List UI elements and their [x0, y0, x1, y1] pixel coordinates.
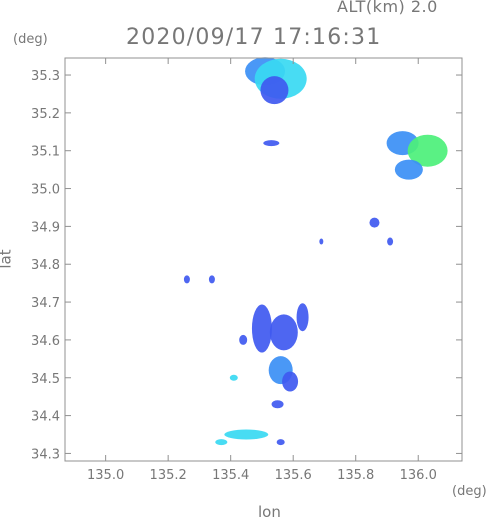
y-tick-label: 35.3 [31, 69, 60, 84]
y-tick-label: 34.3 [31, 447, 60, 462]
echo-cell [251, 304, 272, 353]
echo-cell [319, 238, 324, 245]
echo-cell [215, 439, 228, 446]
echo-cell [407, 134, 448, 167]
plot-frame [64, 57, 463, 462]
echo-cell [263, 140, 280, 147]
x-tick-label: 135.8 [337, 468, 374, 483]
echo-cell [239, 334, 248, 345]
y-axis-label: lat [0, 249, 15, 269]
echo-cell [183, 275, 190, 284]
x-tick-label: 135.6 [275, 468, 312, 483]
echo-cell [224, 429, 269, 440]
x-tick-label: 135.0 [87, 468, 124, 483]
y-tick-label: 35.0 [31, 183, 60, 198]
timestamp-title: 2020/09/17 17:16:31 [126, 25, 382, 50]
y-tick-label: 35.2 [31, 107, 60, 122]
echo-layer [183, 57, 448, 446]
echo-cell [296, 303, 309, 332]
echo-cell [271, 400, 284, 409]
echo-cell [229, 374, 238, 381]
echo-cell [269, 314, 298, 351]
y-tick-label: 35.1 [31, 145, 60, 160]
x-tick-label: 135.4 [212, 468, 249, 483]
echo-cell [276, 439, 285, 446]
tick-layer: 135.0 135.2 135.4 135.6 135.8 136.0 34.3 34.4 34… [31, 58, 462, 483]
y-unit-label: (deg) [13, 32, 48, 47]
y-tick-label: 34.8 [31, 258, 60, 273]
echo-cell [394, 159, 423, 180]
echo-cell [387, 237, 394, 246]
echo-cell [369, 217, 380, 228]
y-tick-label: 34.7 [31, 296, 60, 311]
y-tick-label: 34.4 [31, 410, 60, 425]
x-unit-label: (deg) [452, 484, 487, 499]
y-tick-label: 34.9 [31, 220, 60, 235]
x-tick-label: 135.2 [150, 468, 187, 483]
y-tick-label: 34.5 [31, 372, 60, 387]
x-axis-label: lon [258, 503, 281, 521]
echo-cell [282, 371, 299, 392]
y-tick-label: 34.6 [31, 334, 60, 349]
echo-cell [208, 275, 215, 284]
echo-cell [260, 76, 289, 105]
altitude-label: ALT(km) 2.0 [337, 0, 438, 16]
x-tick-label: 136.0 [400, 468, 437, 483]
